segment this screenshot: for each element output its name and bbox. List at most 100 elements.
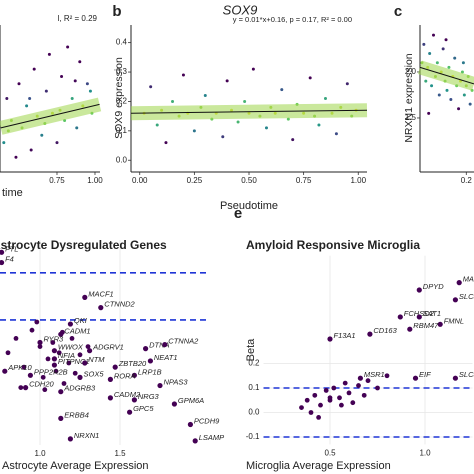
gene-label: PPP2R2B: [34, 367, 68, 376]
gene-point: [131, 372, 137, 378]
point: [280, 88, 284, 92]
point: [61, 381, 67, 386]
y-tick-label: 0.1: [248, 383, 260, 392]
gene-label: F13A1: [334, 331, 356, 340]
gene-point: [51, 356, 58, 362]
point: [21, 364, 27, 370]
gene-label: ADGRB3: [63, 384, 96, 393]
gene-point: [27, 372, 33, 378]
gene-point: [412, 375, 419, 381]
panel: e: [234, 205, 242, 222]
point: [47, 52, 51, 56]
panel: b: [112, 3, 121, 20]
gene-label: NEAT1: [154, 353, 178, 362]
point: [42, 387, 48, 393]
gene-point: [82, 360, 88, 366]
point: [460, 70, 464, 74]
ylabel: SOX9 expression: [113, 57, 125, 139]
point: [32, 67, 36, 71]
point: [375, 385, 380, 391]
point: [60, 74, 64, 78]
y-tick-label: 0.4: [116, 38, 128, 47]
gene-label: QKI: [74, 316, 87, 325]
point: [435, 61, 439, 65]
gene-point: [416, 287, 422, 293]
xlabel: Microglia Average Expression: [246, 460, 391, 472]
y-tick-label: 0.2: [248, 359, 260, 368]
x-tick-label: 0.5: [324, 448, 336, 457]
gene-label: DTNA: [149, 341, 169, 350]
point: [286, 117, 290, 121]
point: [317, 123, 321, 127]
point: [468, 102, 472, 106]
gene-point: [2, 368, 8, 374]
point: [164, 141, 168, 145]
gene-label: CTNNA2: [168, 337, 199, 346]
gene-point: [58, 389, 64, 395]
point: [424, 79, 428, 83]
point: [251, 67, 255, 71]
point: [361, 392, 367, 398]
point: [40, 133, 44, 137]
gene-point: [407, 326, 413, 332]
y-tick-label: 0.0: [248, 408, 260, 417]
fit-line: [0, 103, 100, 129]
gene-label: CD163: [373, 326, 397, 335]
point: [236, 120, 240, 124]
point: [78, 60, 82, 64]
point: [37, 344, 43, 349]
xlabel: Pseudotime: [220, 200, 278, 212]
point: [441, 47, 445, 51]
title: SOX9: [223, 2, 258, 17]
gene-point: [452, 297, 458, 303]
point: [447, 65, 451, 69]
point: [88, 89, 92, 93]
x-tick-label: 0.2: [461, 176, 473, 185]
fit-line: [130, 109, 368, 114]
gene-point: [23, 385, 29, 391]
point: [334, 132, 338, 136]
y-tick-label: 0.2: [116, 97, 128, 106]
x-tick-label: 1.0: [419, 448, 431, 457]
point: [427, 111, 431, 115]
point: [346, 390, 352, 396]
gene-point: [157, 382, 163, 389]
gene-point: [143, 346, 149, 352]
x-tick-label: 1.0: [34, 449, 46, 458]
gene-label: APK10: [7, 363, 32, 372]
gene-point: [67, 436, 73, 442]
gene-label: MSR1: [364, 370, 385, 379]
point: [40, 374, 46, 380]
x-tick-label: 0.00: [132, 176, 148, 185]
point: [192, 129, 196, 133]
point: [66, 45, 70, 49]
point: [365, 378, 371, 384]
gene-point: [127, 409, 133, 415]
point: [45, 356, 51, 362]
annotation: y = 0.01*x+0.16, p = 0.17, R² = 0.00: [233, 15, 352, 24]
point: [5, 97, 9, 100]
panel: c: [394, 3, 402, 20]
gene-point: [107, 376, 113, 382]
point: [428, 52, 432, 56]
gene-point: [37, 339, 43, 346]
point: [342, 380, 348, 386]
gene-label: NFIA: [58, 351, 75, 360]
gene-point: [58, 331, 64, 337]
title: Amyloid Responsive Microglia: [246, 238, 420, 252]
point: [316, 415, 321, 420]
gene-label: SAT1: [423, 309, 441, 318]
ylabel: NRXN1 expression: [403, 53, 415, 142]
point: [350, 400, 356, 406]
point: [34, 319, 40, 325]
gene-label: NTM: [88, 355, 105, 364]
gene-point: [131, 397, 137, 403]
gene-label: ADGRV1: [92, 343, 124, 352]
point: [312, 392, 318, 398]
title: Astrocyte Dysregulated Genes: [0, 238, 167, 252]
gene-label: FCHSD2: [404, 309, 435, 318]
point: [299, 405, 304, 410]
y-tick-label: 1.5: [405, 113, 417, 122]
point: [55, 141, 59, 145]
